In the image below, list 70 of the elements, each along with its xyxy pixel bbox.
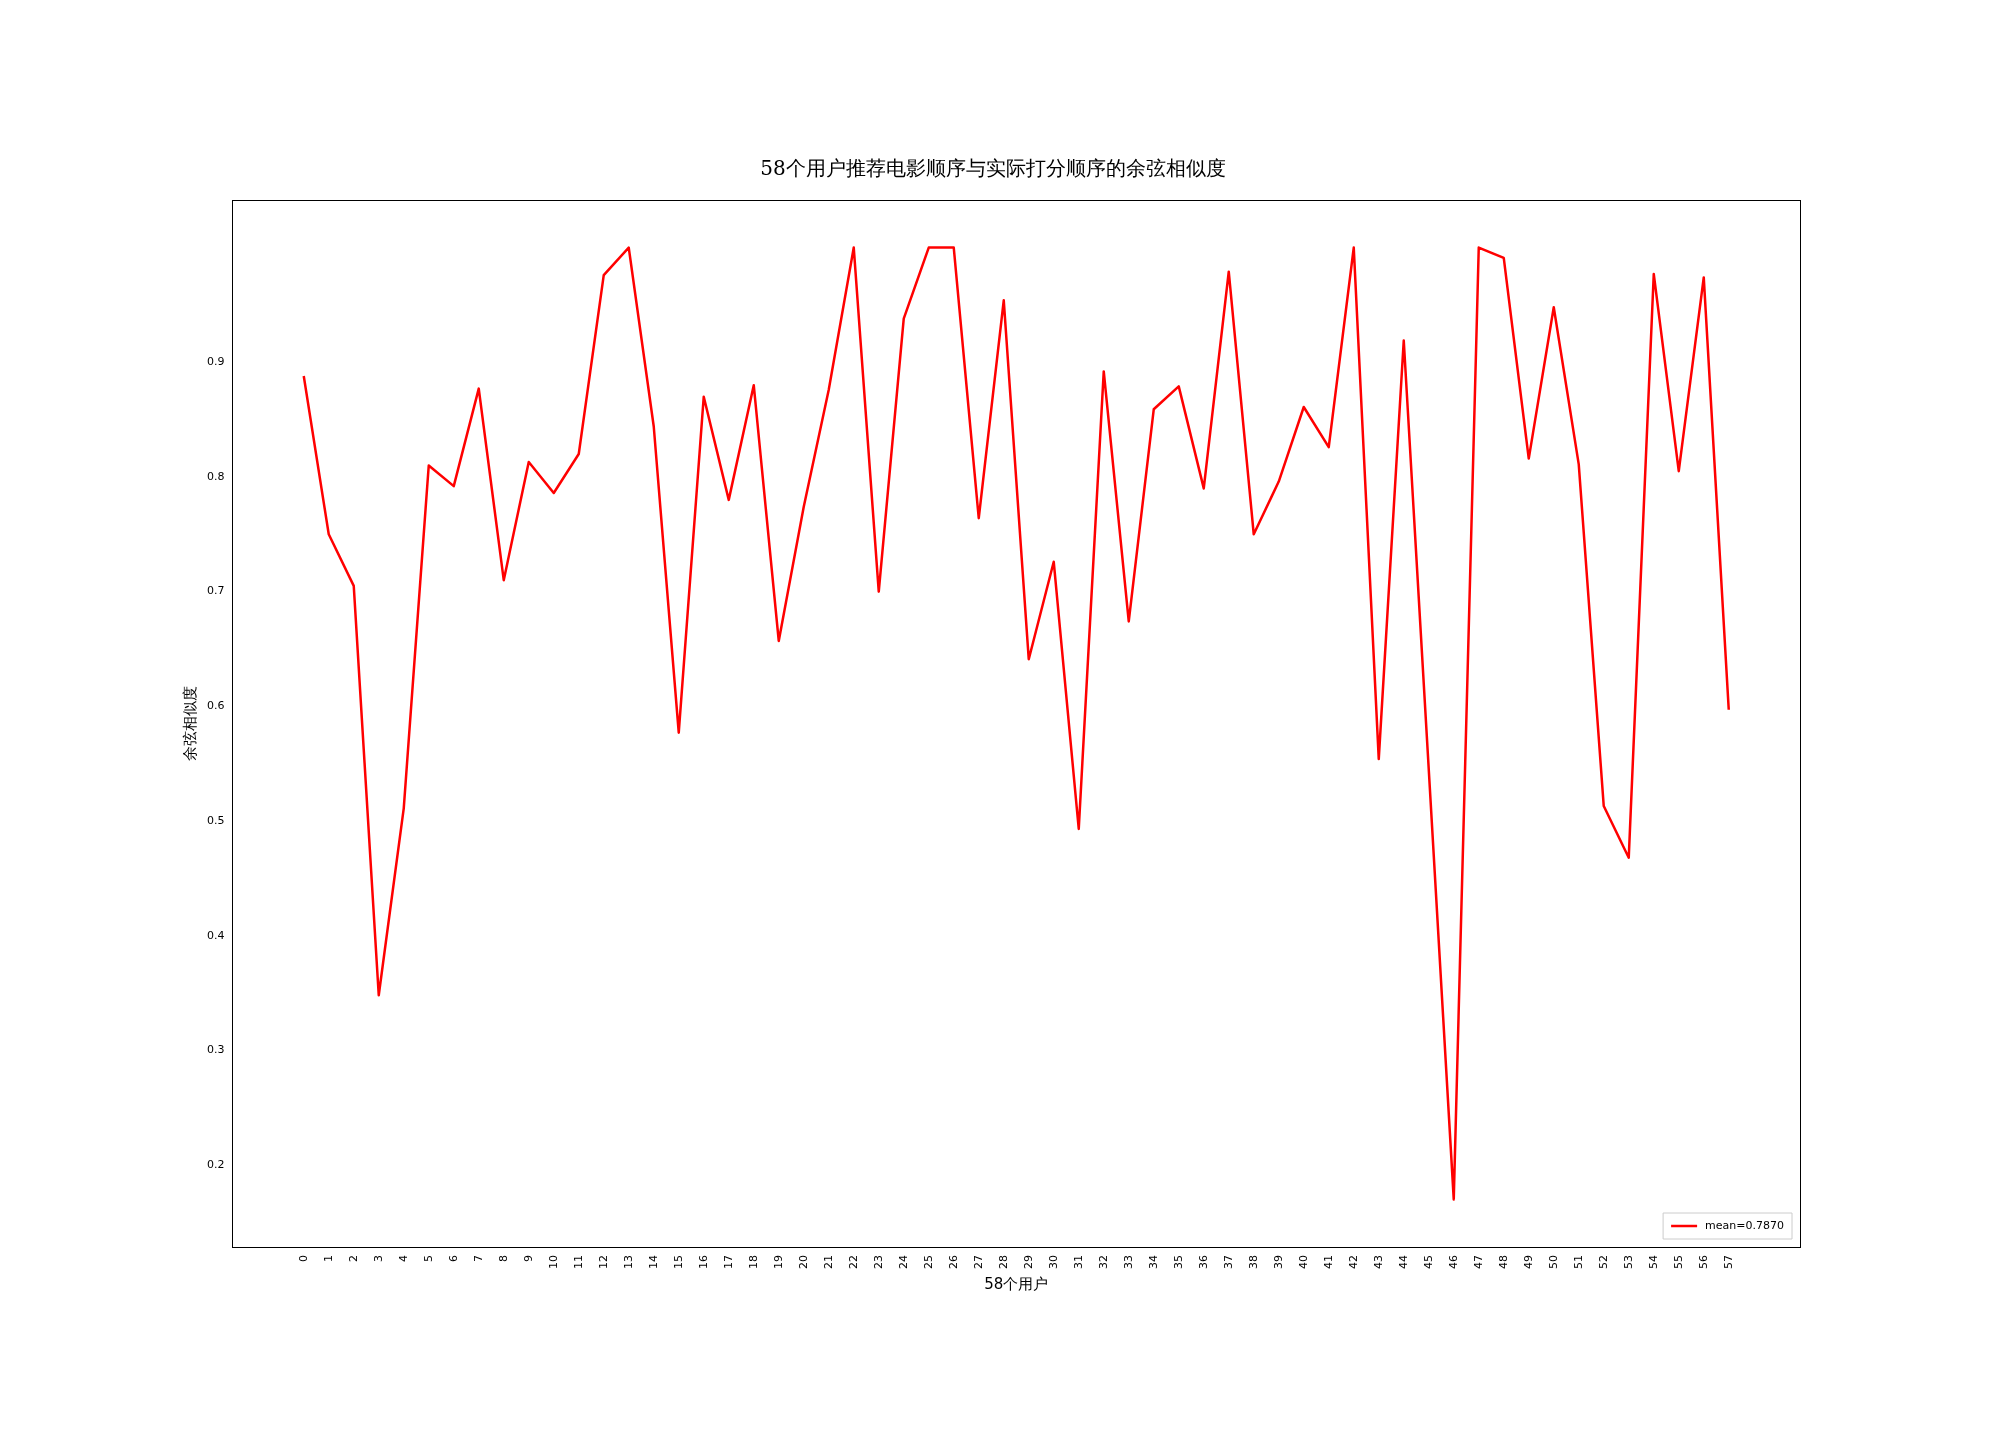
x-tick-label: 31	[1071, 1255, 1085, 1269]
x-tick-label: 3	[371, 1255, 385, 1262]
legend-label: mean=0.7870	[1705, 1218, 1784, 1232]
x-tick-label: 46	[1446, 1255, 1460, 1269]
x-tick-label: 0	[296, 1255, 310, 1262]
x-tick-label: 40	[1296, 1255, 1310, 1269]
y-tick-label: 0.3	[206, 1043, 225, 1057]
x-tick-label: 54	[1646, 1255, 1660, 1269]
x-tick-label: 55	[1671, 1255, 1685, 1269]
x-tick-label: 48	[1496, 1255, 1510, 1269]
x-tick-label: 6	[446, 1255, 460, 1262]
x-tick-label: 42	[1346, 1255, 1360, 1269]
x-tick-label: 2	[346, 1255, 360, 1262]
x-tick-label: 7	[471, 1255, 485, 1262]
x-tick-label: 44	[1396, 1255, 1410, 1269]
x-tick-label: 50	[1546, 1255, 1560, 1269]
x-tick-label: 57	[1721, 1255, 1735, 1269]
x-axis-title: 58个用户	[984, 1274, 1049, 1293]
x-tick-label: 43	[1371, 1255, 1385, 1269]
x-tick-label: 9	[521, 1255, 535, 1262]
x-tick-label: 16	[696, 1255, 710, 1269]
x-tick-label: 45	[1421, 1255, 1435, 1269]
x-tick-label: 17	[721, 1255, 735, 1269]
x-tick-label: 1	[321, 1255, 335, 1262]
x-tick-label: 19	[771, 1255, 785, 1269]
x-tick-label: 26	[946, 1255, 960, 1269]
y-tick-label: 0.9	[206, 355, 225, 369]
x-tick-label: 24	[896, 1255, 910, 1269]
x-tick-label: 53	[1621, 1255, 1635, 1269]
x-tick-label: 32	[1096, 1255, 1110, 1269]
x-tick-label: 5	[421, 1255, 435, 1262]
y-axis-title: 余弦相似度	[180, 686, 199, 761]
x-tick-label: 34	[1146, 1255, 1160, 1269]
x-tick-label: 47	[1471, 1255, 1485, 1269]
x-tick-label: 22	[846, 1255, 860, 1269]
x-tick-label: 28	[996, 1255, 1010, 1269]
x-tick-label: 18	[746, 1255, 760, 1269]
x-tick-label: 23	[871, 1255, 885, 1269]
x-tick-label: 39	[1271, 1255, 1285, 1269]
x-tick-label: 8	[496, 1255, 510, 1262]
x-tick-label: 20	[796, 1255, 810, 1269]
x-tick-label: 56	[1696, 1255, 1710, 1269]
x-tick-label: 38	[1246, 1255, 1260, 1269]
x-tick-label: 36	[1196, 1255, 1210, 1269]
x-tick-label: 35	[1171, 1255, 1185, 1269]
x-tick-label: 37	[1221, 1255, 1235, 1269]
x-tick-label: 49	[1521, 1255, 1535, 1269]
chart-title: 58个用户推荐电影顺序与实际打分顺序的余弦相似度	[760, 156, 1226, 181]
x-tick-label: 11	[571, 1255, 585, 1269]
x-tick-label: 51	[1571, 1255, 1585, 1269]
x-tick-label: 21	[821, 1255, 835, 1269]
x-tick-label: 15	[671, 1255, 685, 1269]
x-tick-label: 12	[596, 1255, 610, 1269]
x-tick-label: 30	[1046, 1255, 1060, 1269]
x-tick-label: 14	[646, 1255, 660, 1269]
y-tick-label: 0.7	[206, 584, 225, 598]
x-tick-label: 25	[921, 1255, 935, 1269]
x-tick-label: 52	[1596, 1255, 1610, 1269]
x-tick-label: 27	[971, 1255, 985, 1269]
y-tick-label: 0.2	[206, 1157, 225, 1171]
x-tick-label: 29	[1021, 1255, 1035, 1269]
x-tick-label: 41	[1321, 1255, 1335, 1269]
y-tick-label: 0.6	[206, 699, 225, 713]
x-tick-label: 33	[1121, 1255, 1135, 1269]
x-tick-label: 4	[396, 1255, 410, 1262]
x-tick-label: 13	[621, 1255, 635, 1269]
y-tick-label: 0.4	[206, 928, 225, 942]
y-tick-label: 0.5	[206, 813, 225, 827]
x-tick-label: 10	[546, 1255, 560, 1269]
y-tick-label: 0.8	[206, 469, 225, 483]
